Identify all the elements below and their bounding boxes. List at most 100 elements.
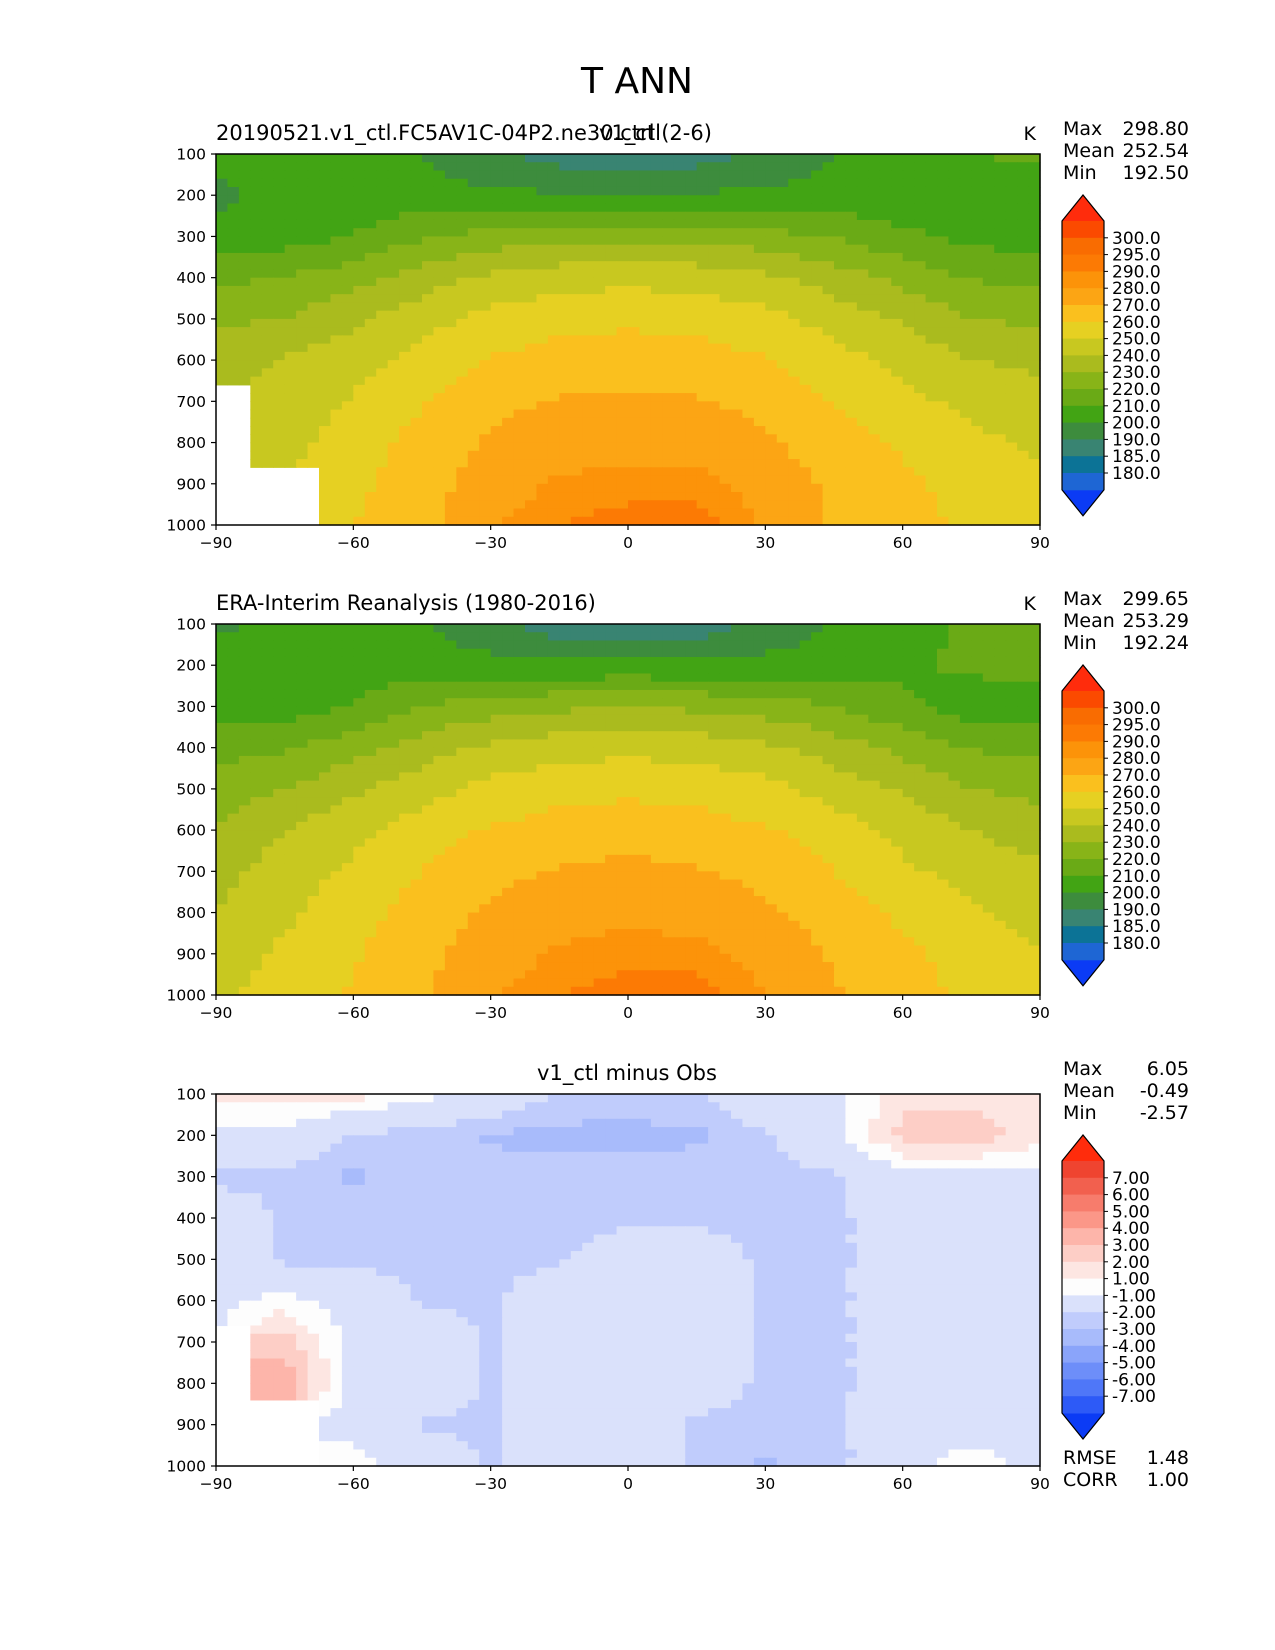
contour-cell <box>971 755 984 765</box>
contour-cell <box>376 417 389 427</box>
contour-cell <box>628 244 641 254</box>
contour-cell <box>925 492 938 501</box>
contour-cell <box>330 492 343 501</box>
contour-cell <box>330 780 343 790</box>
contour-cell <box>994 516 1007 526</box>
contour-cell <box>238 294 251 303</box>
contour-cell <box>673 442 686 452</box>
contour-cell <box>937 244 950 254</box>
contour-cell <box>628 269 641 279</box>
contour-cell <box>891 294 904 303</box>
contour-cell <box>433 508 446 518</box>
contour-cell <box>811 475 824 485</box>
contour-cell <box>914 492 927 501</box>
contour-cell <box>925 162 938 172</box>
contour-cell <box>559 442 572 452</box>
contour-cell <box>742 294 755 303</box>
contour-cell <box>261 285 274 295</box>
contour-cell <box>422 343 435 353</box>
contour-cell <box>502 788 515 798</box>
contour-cell <box>776 640 789 650</box>
contour-cell <box>490 244 503 254</box>
contour-cell <box>753 178 766 188</box>
contour-cell <box>788 648 801 658</box>
contour-cell <box>742 252 755 262</box>
contour-cell <box>513 656 526 666</box>
contour-cell <box>948 772 961 782</box>
contour-cell <box>685 219 698 229</box>
contour-cell <box>341 434 354 444</box>
contour-cell <box>330 722 343 732</box>
contour-cell <box>547 797 560 806</box>
contour-cell <box>650 343 663 353</box>
contour-cell <box>799 360 812 369</box>
contour-cell <box>925 624 938 633</box>
contour-cell <box>559 335 572 345</box>
contour-cell <box>1017 277 1030 287</box>
panel-obs: ERA-Interim Reanalysis (1980-2016) K Max… <box>167 588 1189 1022</box>
contour-cell <box>536 689 549 699</box>
contour-cell <box>708 624 721 633</box>
contour-cell <box>799 335 812 345</box>
contour-cell <box>513 797 526 806</box>
contour-cell <box>433 401 446 411</box>
contour-cell <box>525 698 538 708</box>
contour-cell <box>410 731 423 741</box>
contour-cell <box>834 368 847 378</box>
contour-cell <box>330 384 343 394</box>
contour-cell <box>788 467 801 477</box>
contour-cell <box>902 780 915 790</box>
contour-cell <box>547 780 560 790</box>
contour-cell <box>719 178 732 188</box>
contour-cell <box>765 689 778 699</box>
contour-cell <box>536 722 549 732</box>
contour-cell <box>948 492 961 501</box>
contour-cell <box>341 170 354 180</box>
contour-cell <box>319 360 332 369</box>
contour-cell <box>444 483 457 493</box>
contour-cell <box>238 640 251 650</box>
contour-cell <box>868 797 881 806</box>
contour-cell <box>399 252 412 262</box>
contour-cell <box>1028 376 1041 386</box>
contour-cell <box>399 722 412 732</box>
contour-cell <box>467 755 480 765</box>
contour-cell <box>685 178 698 188</box>
contour-cell <box>605 401 618 411</box>
contour-cell <box>994 698 1007 708</box>
contour-cell <box>456 450 469 460</box>
contour-cell <box>628 393 641 402</box>
contour-cell <box>399 516 412 526</box>
contour-cell <box>685 442 698 452</box>
contour-cell <box>341 219 354 229</box>
contour-cell <box>456 360 469 369</box>
contour-cell <box>536 772 549 782</box>
contour-cell <box>845 236 858 246</box>
contour-cell <box>376 302 389 312</box>
contour-cell <box>490 640 503 650</box>
contour-cell <box>410 722 423 732</box>
contour-cell <box>250 434 263 444</box>
contour-cell <box>1028 681 1041 691</box>
contour-cell <box>479 500 492 510</box>
contour-cell <box>994 632 1007 642</box>
contour-cell <box>513 393 526 402</box>
contour-cell <box>799 467 812 477</box>
contour-cell <box>582 492 595 501</box>
contour-cell <box>868 516 881 526</box>
contour-cell <box>399 351 412 361</box>
contour-cell <box>605 747 618 757</box>
contour-cell <box>227 656 240 666</box>
contour-cell <box>719 294 732 303</box>
contour-cell <box>891 368 904 378</box>
contour-cell <box>868 170 881 180</box>
contour-cell <box>410 500 423 510</box>
contour-cell <box>547 450 560 460</box>
contour-cell <box>902 681 915 691</box>
contour-cell <box>788 252 801 262</box>
contour-cell <box>822 689 835 699</box>
contour-cell <box>422 739 435 749</box>
contour-cell <box>502 665 515 675</box>
contour-cell <box>696 747 709 757</box>
contour-cell <box>559 376 572 386</box>
